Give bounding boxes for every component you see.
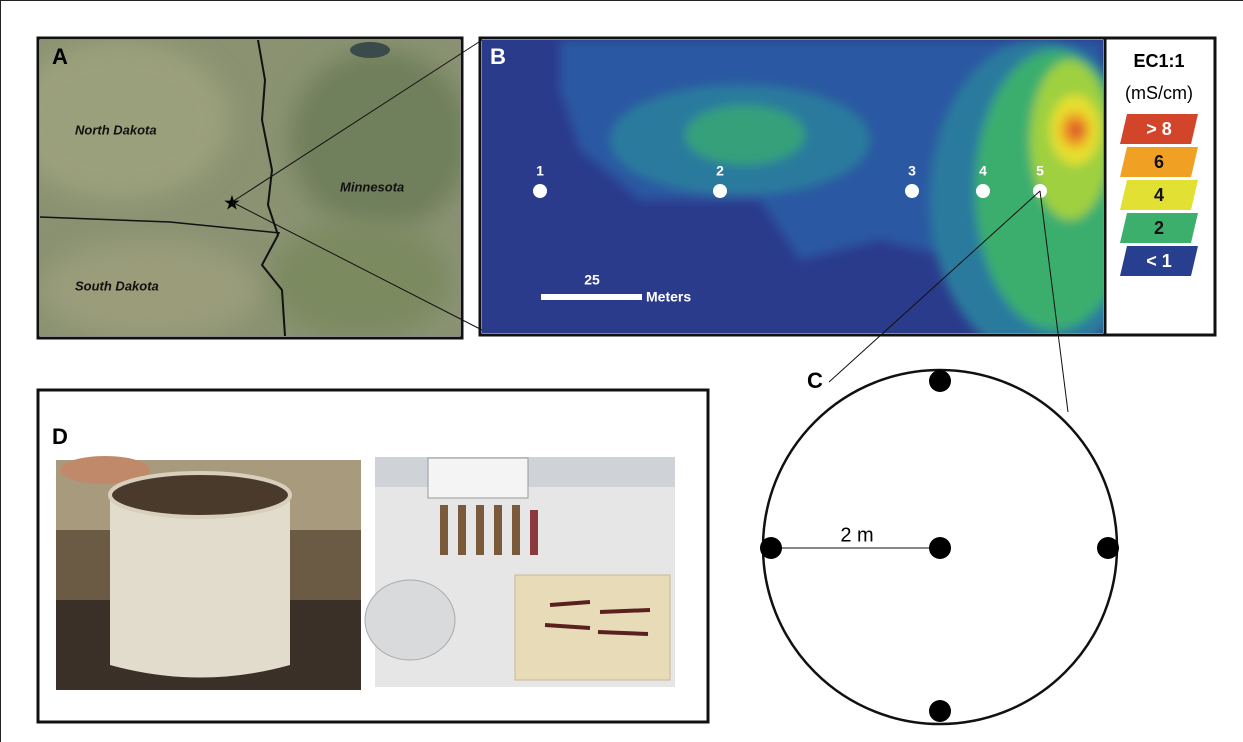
legend-label: < 1 (1146, 251, 1172, 271)
ec-heatmap (482, 40, 1150, 360)
sample-point (533, 184, 547, 198)
sampling-point (1097, 537, 1119, 559)
sampling-point (929, 370, 951, 392)
panel-label: B (490, 44, 506, 69)
point-label: 2 (716, 163, 724, 179)
region-label: South Dakota (75, 278, 159, 293)
radius-label: 2 m (840, 524, 873, 546)
legend-unit: (mS/cm) (1125, 83, 1193, 103)
field-photo (56, 456, 361, 690)
point-label: 3 (908, 163, 916, 179)
scale-unit: Meters (646, 289, 691, 305)
lab-photo (365, 457, 675, 687)
legend-label: 2 (1154, 218, 1164, 238)
panel-label: D (52, 424, 68, 449)
panel-label: A (52, 44, 68, 69)
sample-point (905, 184, 919, 198)
region-label: Minnesota (340, 179, 404, 194)
legend-label: 6 (1154, 152, 1164, 172)
sampling-point (929, 537, 951, 559)
scale-value: 25 (584, 272, 600, 288)
sample-point (713, 184, 727, 198)
panel-label: C (807, 368, 823, 393)
point-label: 4 (979, 163, 987, 179)
region-label: North Dakota (75, 122, 157, 137)
point-label: 5 (1036, 163, 1044, 179)
sampling-point (929, 700, 951, 722)
sample-point (976, 184, 990, 198)
legend-label: > 8 (1146, 119, 1172, 139)
legend-title: EC1:1 (1133, 51, 1184, 71)
site-star: ★ (223, 192, 241, 214)
legend-label: 4 (1154, 185, 1164, 205)
scale-bar (541, 294, 642, 300)
figure: A North Dakota Minnesota South Dakota ★ … (0, 0, 1243, 742)
sampling-point (760, 537, 782, 559)
point-label: 1 (536, 163, 544, 179)
